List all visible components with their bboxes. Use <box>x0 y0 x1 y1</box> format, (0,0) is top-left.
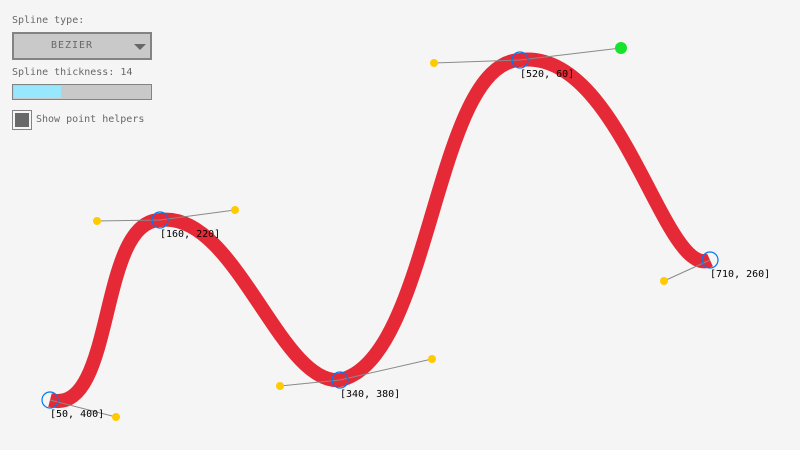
helper-line <box>519 47 622 61</box>
control-handle[interactable] <box>93 217 101 225</box>
thickness-slider[interactable] <box>12 84 152 100</box>
spline-point[interactable] <box>151 211 169 229</box>
point-coordinate-label: [710, 260] <box>710 269 771 280</box>
control-handle[interactable] <box>660 277 668 285</box>
spline-type-value: BEZIER <box>50 40 94 51</box>
helper-line <box>433 59 521 64</box>
show-helpers-label[interactable]: Show point helpers <box>36 114 145 125</box>
spline-point[interactable] <box>41 391 59 409</box>
spline-point[interactable] <box>331 371 349 389</box>
thickness-label: Spline thickness: 14 <box>12 67 133 78</box>
helper-line <box>96 219 161 222</box>
control-handle[interactable] <box>112 413 120 421</box>
point-coordinate-label: [160, 220] <box>160 229 221 240</box>
helper-line <box>339 358 433 381</box>
control-handle[interactable] <box>430 59 438 67</box>
spline-type-dropdown[interactable]: BEZIER <box>12 32 152 60</box>
checkbox-check <box>15 113 29 127</box>
spline-type-label: Spline type: <box>12 15 85 26</box>
show-helpers-checkbox[interactable] <box>12 110 32 130</box>
point-coordinate-label: [340, 380] <box>340 389 401 400</box>
control-handle[interactable] <box>615 42 627 54</box>
point-coordinate-label: [50, 400] <box>50 409 105 420</box>
thickness-slider-fill <box>14 86 61 98</box>
point-coordinate-label: [520, 60] <box>520 69 575 80</box>
helper-line <box>49 399 117 418</box>
chevron-down-icon <box>134 44 146 50</box>
spline-point[interactable] <box>511 51 529 69</box>
bezier-spline <box>48 52 713 408</box>
helper-line <box>159 209 236 221</box>
control-handle[interactable] <box>276 382 284 390</box>
control-handle[interactable] <box>231 206 239 214</box>
control-handle[interactable] <box>428 355 436 363</box>
spline-point[interactable] <box>701 251 719 269</box>
helper-line <box>279 379 341 387</box>
